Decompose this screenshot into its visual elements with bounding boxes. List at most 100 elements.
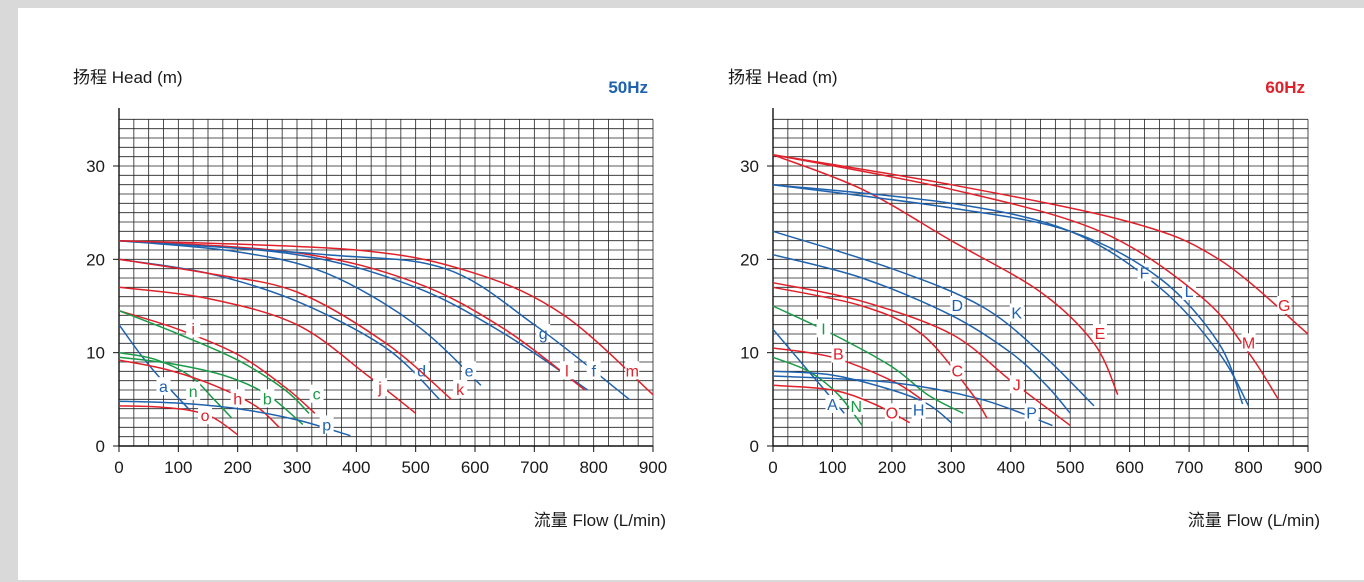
curve-label-bg-M [1241, 333, 1256, 352]
y-tick-label: 0 [96, 437, 105, 456]
curve-P [772, 375, 1053, 427]
x-tick-label: 200 [223, 458, 251, 477]
curve-label-bg-B [831, 344, 846, 363]
y-axis-title: 扬程 Head (m) [73, 68, 183, 87]
x-tick-label: 600 [461, 458, 489, 477]
x-tick-label: 400 [342, 458, 370, 477]
curve-c [118, 310, 310, 414]
x-tick-label: 500 [401, 458, 429, 477]
x-tick-label: 100 [164, 458, 192, 477]
y-tick-label: 20 [740, 250, 759, 269]
x-tick-label: 300 [283, 458, 311, 477]
curve-label-bg-n [186, 381, 201, 400]
x-tick-label: 800 [579, 458, 607, 477]
curve-label-j: j [377, 380, 382, 397]
curve-label-bg-o [198, 406, 213, 425]
y-tick-label: 10 [86, 344, 105, 363]
curve-label-bg-b [260, 389, 275, 408]
curve-label-bg-A [825, 394, 840, 413]
curve-label-K: K [1011, 305, 1022, 322]
curve-label-bg-K [1009, 303, 1024, 322]
curve-label-bg-P [1024, 403, 1039, 422]
curve-label-bg-F [1137, 263, 1152, 282]
curve-I [772, 305, 964, 414]
curve-label-bg-c [309, 384, 324, 403]
x-tick-label: 700 [520, 458, 548, 477]
curve-F [772, 183, 1250, 407]
curve-a [118, 324, 191, 412]
curve-label-g: g [539, 326, 548, 343]
curve-label-bg-J [1009, 375, 1024, 394]
y-tick-label: 30 [740, 157, 759, 176]
y-axis-title: 扬程 Head (m) [728, 68, 838, 87]
chart-60Hz: 0 100 200 300 400 500 600 700 800 900 0 10 20 30 扬程 He… [728, 68, 1322, 530]
curve-label-bg-p [319, 415, 334, 434]
y-tick-label: 0 [750, 437, 759, 456]
x-axis-title: 流量 Flow (L/min) [534, 511, 666, 530]
curve-B [772, 347, 923, 400]
curve-label-bg-G [1277, 296, 1292, 314]
curve-k [118, 258, 452, 400]
curve-label-A: A [827, 397, 838, 414]
curve-label-bg-O [884, 403, 899, 422]
curve-label-i: i [191, 321, 195, 338]
curve-J [772, 281, 1071, 427]
curve-label-p: p [322, 417, 331, 434]
curve-label-bg-I [816, 319, 831, 338]
curve-i [118, 309, 316, 414]
curve-label-e: e [465, 363, 474, 380]
curve-label-M: M [1242, 335, 1255, 352]
frequency-label: 60Hz [1265, 78, 1305, 97]
curve-K [772, 230, 1095, 407]
curve-o [118, 405, 239, 436]
curve-label-G: G [1278, 298, 1290, 315]
curve-C [772, 286, 988, 419]
curve-label-bg-E [1092, 324, 1107, 342]
curve-label-bg-j [373, 378, 388, 397]
x-tick-label: 400 [997, 458, 1025, 477]
x-tick-label: 100 [818, 458, 846, 477]
x-tick-label: 0 [768, 458, 777, 477]
grid [773, 118, 1309, 446]
curve-G [772, 154, 1309, 335]
y-tick-label: 20 [86, 250, 105, 269]
curve-e [118, 239, 482, 386]
curve-label-P: P [1026, 405, 1037, 422]
curve-label-bg-L [1182, 282, 1197, 300]
curve-label-bg-l [559, 361, 574, 380]
curve-label-bg-e [462, 361, 477, 380]
curve-label-k: k [456, 382, 465, 399]
curve-label-L: L [1185, 284, 1194, 301]
curve-label-m: m [626, 363, 639, 380]
x-tick-label: 300 [937, 458, 965, 477]
curve-label-I: I [821, 321, 825, 338]
x-axis-title: 流量 Flow (L/min) [1188, 511, 1320, 530]
curve-label-J: J [1013, 377, 1021, 394]
curve-label-bg-m [625, 361, 640, 380]
curve-label-bg-f [586, 361, 601, 380]
curve-label-bg-k [453, 380, 468, 398]
x-tick-label: 500 [1056, 458, 1084, 477]
curve-label-C: C [951, 363, 963, 380]
curve-M [772, 154, 1279, 400]
curve-label-F: F [1140, 265, 1150, 282]
curve-label-D: D [951, 298, 963, 315]
curve-label-E: E [1095, 326, 1106, 343]
curve-label-N: N [850, 399, 862, 416]
curve-label-bg-h [230, 389, 245, 408]
y-tick-label: 10 [740, 344, 759, 363]
x-tick-label: 900 [1294, 458, 1322, 477]
curve-label-O: O [886, 405, 898, 422]
curve-label-bg-N [849, 396, 864, 415]
curve-label-bg-D [950, 296, 965, 314]
curve-label-bg-a [156, 377, 171, 396]
curve-D [772, 253, 1071, 414]
curve-label-a: a [159, 379, 168, 396]
curve-label-H: H [913, 403, 925, 420]
curve-label-n: n [189, 384, 198, 401]
curve-p [118, 400, 351, 437]
curve-H [772, 370, 952, 424]
curve-label-h: h [233, 391, 242, 408]
x-tick-label: 200 [878, 458, 906, 477]
